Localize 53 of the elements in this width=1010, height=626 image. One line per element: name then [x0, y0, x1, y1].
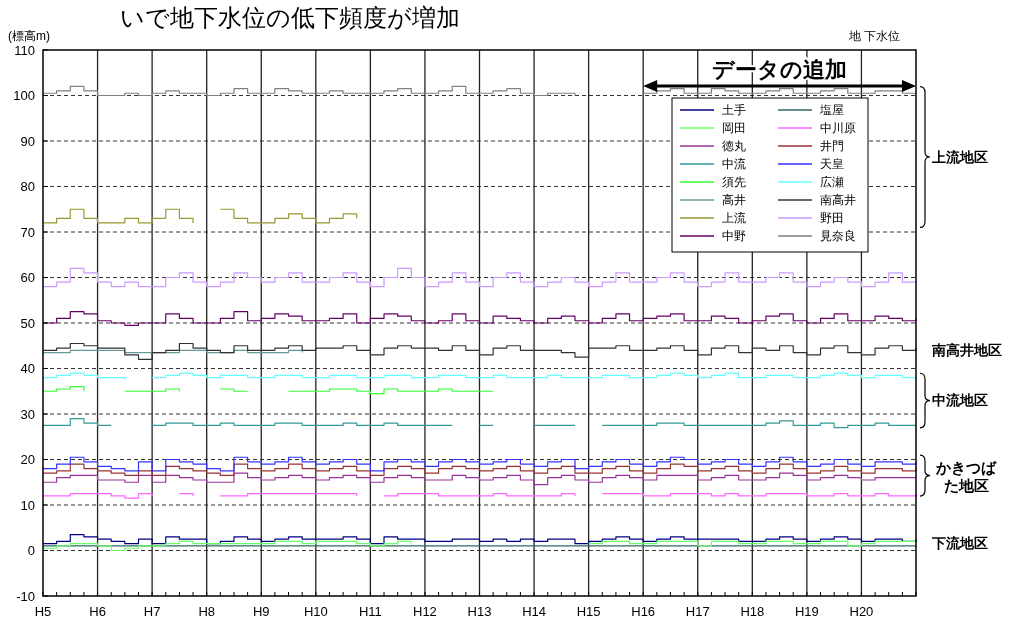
x-tick-label: H7 [143, 604, 161, 619]
y-tick-label: 100 [13, 88, 35, 104]
text: 下流地区 [931, 535, 988, 552]
y-tick-label: 60 [20, 270, 35, 286]
x-tick-label: H11 [358, 604, 382, 619]
y-tick-label: 10 [20, 497, 35, 513]
y-tick-label: 50 [20, 315, 35, 331]
legend-label: 天皇 [820, 157, 844, 172]
x-tick-label: H18 [740, 604, 765, 619]
text: 上流地区 [931, 148, 988, 165]
y-tick-label: 80 [20, 179, 35, 195]
x-tick-label: H8 [198, 604, 215, 619]
legend-label: 見奈良 [820, 229, 856, 244]
x-tick-label: H12 [413, 604, 437, 619]
x-tick-label: H20 [849, 604, 874, 619]
y-tick-label: 40 [20, 361, 35, 377]
text: かきつばた地区 [935, 458, 997, 494]
legend-label: 上流 [722, 211, 746, 226]
legend-label: 南高井 [820, 193, 856, 208]
text: 南高井地区 [931, 342, 1002, 359]
x-tick-label: H19 [794, 604, 819, 619]
y-tick-label: -10 [16, 588, 35, 604]
x-tick-label: H16 [631, 604, 656, 619]
x-tick-label: H17 [685, 604, 710, 619]
legend-label: 広瀬 [820, 175, 844, 190]
y-tick-label: 110 [14, 42, 35, 58]
y-tick-label: 30 [20, 406, 35, 422]
legend-label: 岡田 [722, 121, 746, 136]
chart-title: いで地下水位の低下頻度が増加 [120, 4, 460, 31]
x-tick-label: H9 [252, 604, 270, 619]
y-tick-label: 0 [27, 543, 35, 559]
x-tick-label: H13 [467, 604, 492, 619]
legend-label: 土手 [722, 103, 746, 118]
legend-label: 井門 [820, 139, 844, 154]
x-tick-label: H15 [576, 604, 601, 619]
y-axis-title: (標高m) [8, 29, 50, 43]
legend-label: 徳丸 [722, 139, 746, 154]
legend-label: 中川原 [820, 121, 856, 136]
legend-label: 高井 [722, 193, 746, 208]
legend-label: 中野 [722, 229, 746, 244]
text: 地 下水位 [847, 29, 900, 43]
y-tick-label: 90 [20, 133, 35, 149]
x-tick-label: H14 [522, 604, 546, 619]
legend-label: 塩屋 [819, 103, 844, 118]
legend-label: 野田 [820, 211, 844, 226]
y-tick-label: 70 [20, 224, 35, 240]
legend-label: 須先 [722, 175, 746, 190]
y-tick-label: 20 [20, 452, 35, 468]
text: 中流地区 [932, 392, 988, 409]
x-tick-label: H10 [303, 604, 328, 619]
x-tick-label: H6 [89, 604, 106, 619]
x-tick-label: H5 [34, 604, 52, 619]
legend-label: 中流 [722, 157, 746, 172]
